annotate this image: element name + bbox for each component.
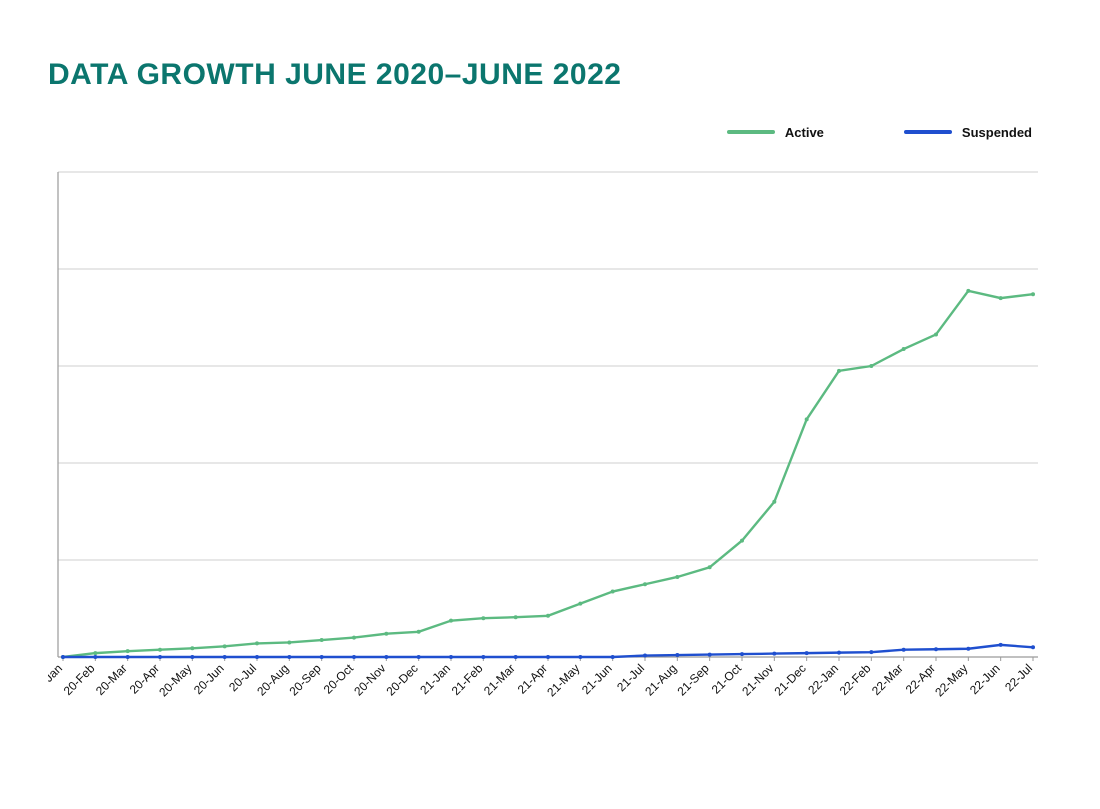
legend-item-suspended: Suspended bbox=[904, 125, 1032, 140]
series-point-suspended bbox=[999, 643, 1003, 647]
series-point-active bbox=[352, 636, 356, 640]
series-point-active bbox=[837, 369, 841, 373]
x-axis-label: 22-Jun bbox=[967, 661, 1003, 697]
x-axis-label: 21-Oct bbox=[709, 661, 745, 697]
legend-item-active: Active bbox=[727, 125, 824, 140]
x-axis-label: 21-Dec bbox=[772, 661, 809, 698]
series-point-active bbox=[190, 646, 194, 650]
x-axis-label: 21-Jun bbox=[579, 661, 615, 697]
x-axis-label: 20-Sep bbox=[287, 661, 324, 698]
series-point-active bbox=[158, 648, 162, 652]
series-point-active bbox=[578, 602, 582, 606]
legend-label-suspended: Suspended bbox=[962, 125, 1032, 140]
x-axis-label: 20-Nov bbox=[351, 661, 388, 698]
series-point-active bbox=[514, 615, 518, 619]
x-axis-label: 22-Jul bbox=[1002, 661, 1035, 694]
series-point-suspended bbox=[158, 655, 162, 659]
x-axis-label: 21-Feb bbox=[449, 661, 486, 698]
series-point-suspended bbox=[93, 655, 97, 659]
series-point-suspended bbox=[675, 653, 679, 657]
series-point-suspended bbox=[481, 655, 485, 659]
series-point-active bbox=[708, 565, 712, 569]
series-point-suspended bbox=[287, 655, 291, 659]
series-point-suspended bbox=[578, 655, 582, 659]
series-point-suspended bbox=[514, 655, 518, 659]
series-point-suspended bbox=[1031, 645, 1035, 649]
x-axis-label: 20-Jun bbox=[191, 661, 227, 697]
series-point-suspended bbox=[61, 655, 65, 659]
x-axis-label: 20-Mar bbox=[93, 661, 130, 698]
series-point-suspended bbox=[611, 655, 615, 659]
series-point-active bbox=[805, 417, 809, 421]
line-chart-svg: 20-Jan20-Feb20-Mar20-Apr20-May20-Jun20-J… bbox=[48, 162, 1048, 742]
series-point-active bbox=[740, 539, 744, 543]
x-axis-label: 20-Jan bbox=[48, 661, 65, 697]
x-axis-label: 20-Aug bbox=[254, 661, 291, 698]
series-point-active bbox=[126, 649, 130, 653]
series-point-active bbox=[223, 644, 227, 648]
x-axis-label: 21-Jan bbox=[417, 661, 453, 697]
series-point-active bbox=[966, 289, 970, 293]
x-axis-label: 20-Oct bbox=[321, 661, 357, 697]
series-point-suspended bbox=[417, 655, 421, 659]
series-point-suspended bbox=[805, 651, 809, 655]
legend-swatch-suspended bbox=[904, 130, 952, 134]
series-point-active bbox=[546, 614, 550, 618]
series-point-active bbox=[255, 641, 259, 645]
series-point-active bbox=[481, 616, 485, 620]
series-point-suspended bbox=[449, 655, 453, 659]
x-axis-label: 22-Jan bbox=[805, 661, 841, 697]
series-point-active bbox=[675, 575, 679, 579]
series-point-active bbox=[934, 332, 938, 336]
x-axis-label: 22-May bbox=[932, 661, 970, 699]
series-point-suspended bbox=[934, 647, 938, 651]
series-point-suspended bbox=[772, 652, 776, 656]
series-point-suspended bbox=[869, 650, 873, 654]
x-axis-label: 21-May bbox=[544, 661, 582, 699]
series-point-suspended bbox=[966, 647, 970, 651]
series-point-active bbox=[384, 632, 388, 636]
series-point-suspended bbox=[902, 648, 906, 652]
x-axis-label: 22-Mar bbox=[869, 661, 906, 698]
series-point-active bbox=[287, 640, 291, 644]
series-point-suspended bbox=[837, 651, 841, 655]
series-point-active bbox=[643, 582, 647, 586]
x-axis-label: 20-May bbox=[156, 661, 194, 699]
series-point-active bbox=[93, 651, 97, 655]
series-point-active bbox=[772, 500, 776, 504]
series-point-suspended bbox=[126, 655, 130, 659]
series-point-suspended bbox=[708, 653, 712, 657]
x-axis-label: 21-Sep bbox=[675, 661, 712, 698]
x-axis-label: 21-Nov bbox=[739, 661, 776, 698]
series-point-active bbox=[449, 619, 453, 623]
series-point-suspended bbox=[384, 655, 388, 659]
series-point-suspended bbox=[255, 655, 259, 659]
series-point-active bbox=[902, 347, 906, 351]
series-point-suspended bbox=[320, 655, 324, 659]
legend-label-active: Active bbox=[785, 125, 824, 140]
series-point-suspended bbox=[740, 652, 744, 656]
series-point-active bbox=[417, 630, 421, 634]
chart-legend: Active Suspended bbox=[48, 112, 1052, 152]
x-axis-label: 21-Mar bbox=[481, 661, 518, 698]
series-point-suspended bbox=[223, 655, 227, 659]
chart-title: DATA GROWTH JUNE 2020–JUNE 2022 bbox=[48, 58, 1052, 92]
legend-swatch-active bbox=[727, 130, 775, 134]
x-axis-label: 21-Aug bbox=[642, 661, 679, 698]
x-axis-label: 20-Dec bbox=[384, 661, 421, 698]
series-line-active bbox=[63, 291, 1033, 657]
series-point-active bbox=[869, 364, 873, 368]
series-point-suspended bbox=[643, 654, 647, 658]
chart-area: 20-Jan20-Feb20-Mar20-Apr20-May20-Jun20-J… bbox=[48, 162, 1048, 742]
series-point-active bbox=[611, 590, 615, 594]
series-point-active bbox=[999, 296, 1003, 300]
series-point-suspended bbox=[546, 655, 550, 659]
series-point-active bbox=[320, 638, 324, 642]
series-point-suspended bbox=[190, 655, 194, 659]
page-root: DATA GROWTH JUNE 2020–JUNE 2022 Active S… bbox=[0, 0, 1100, 809]
x-axis-label: 22-Feb bbox=[837, 661, 874, 698]
series-point-suspended bbox=[352, 655, 356, 659]
series-point-active bbox=[1031, 292, 1035, 296]
x-axis-label: 20-Feb bbox=[61, 661, 98, 698]
